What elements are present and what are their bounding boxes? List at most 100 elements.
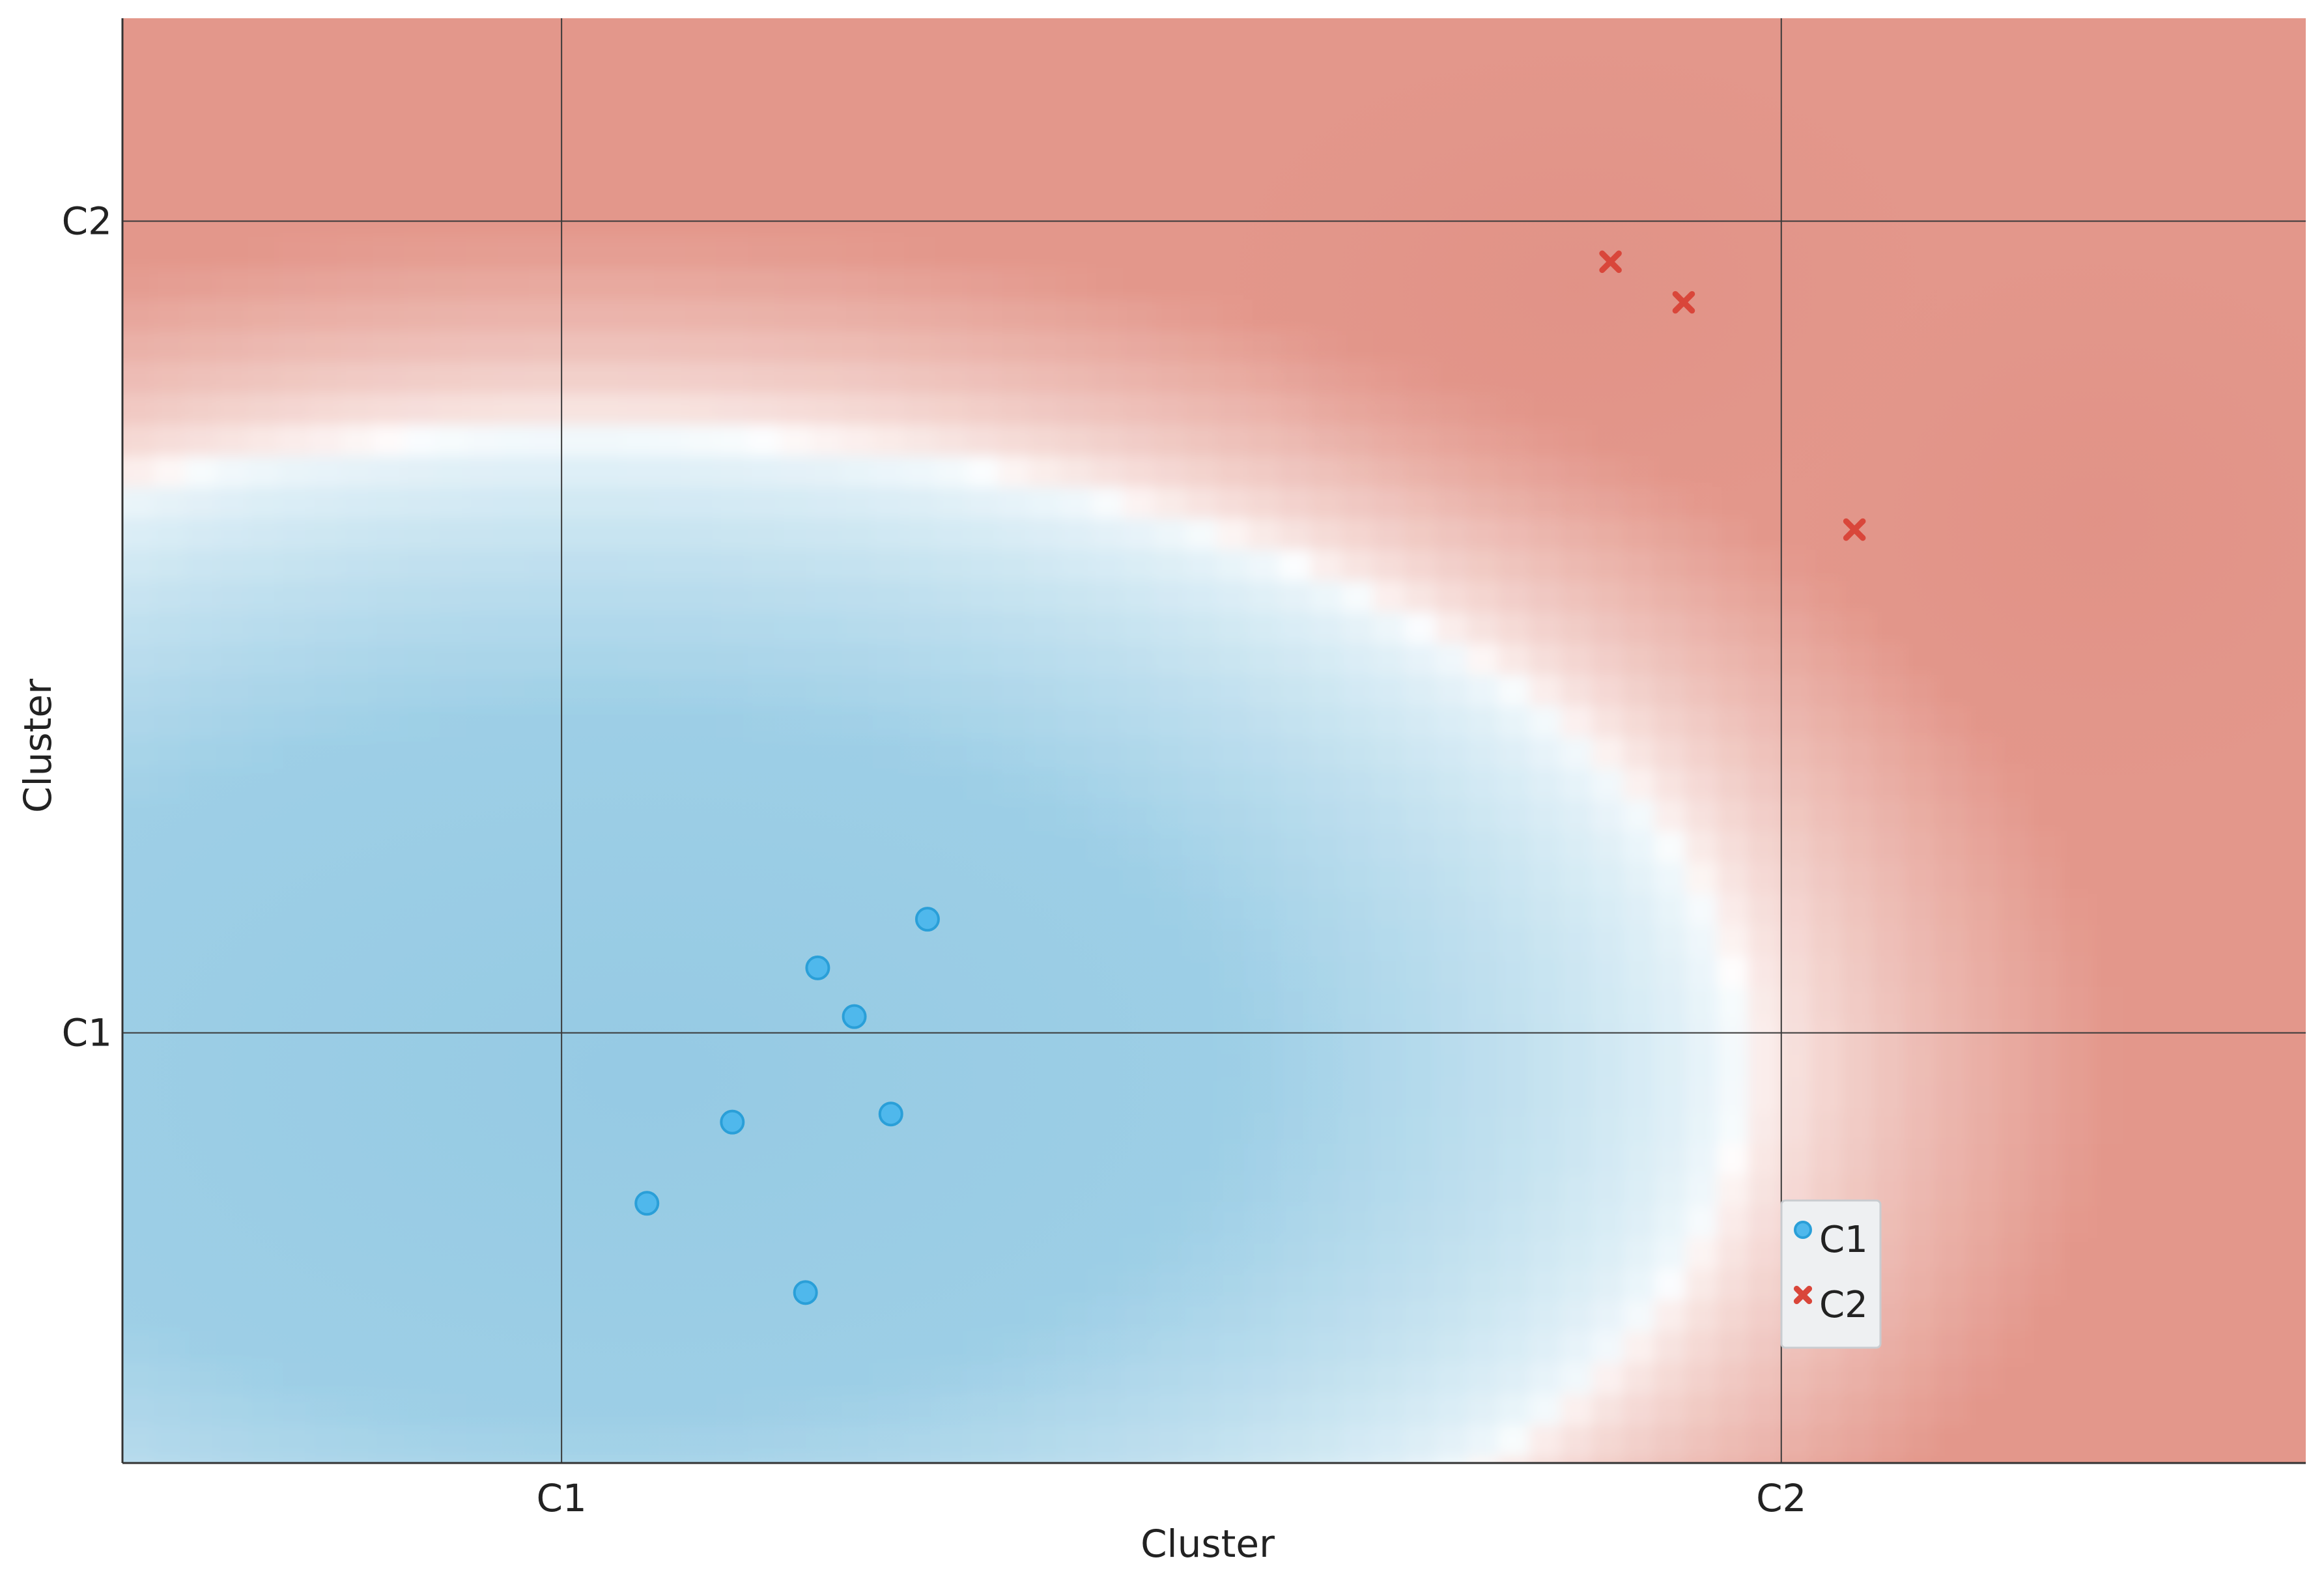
heatmap-cell: [1279, 644, 1311, 675]
heatmap-cell: [1686, 1144, 1718, 1176]
heatmap-cell: [779, 612, 811, 644]
heatmap-cell: [2155, 18, 2187, 19]
heatmap-cell: [1905, 1488, 1936, 1520]
heatmap-cell: [1185, 1363, 1217, 1395]
heatmap-cell: [279, 175, 311, 206]
heatmap-cell: [122, 1425, 123, 1457]
heatmap-cell: [1092, 487, 1124, 519]
heatmap-cell: [2248, 894, 2280, 926]
heatmap-cell: [1842, 1394, 1874, 1426]
heatmap-cell: [498, 331, 530, 363]
heatmap-cell: [1811, 1144, 1843, 1176]
heatmap-cell: [435, 143, 467, 175]
heatmap-cell: [2248, 1425, 2280, 1457]
heatmap-cell: [685, 331, 717, 363]
heatmap-cell: [685, 18, 717, 19]
heatmap-cell: [248, 331, 279, 363]
heatmap-cell: [935, 550, 967, 582]
heatmap-cell: [1717, 18, 1749, 19]
heatmap-cell: [1842, 1456, 1874, 1463]
heatmap-cell: [2248, 1394, 2280, 1426]
heatmap-cell: [466, 81, 498, 113]
heatmap-cell: [2311, 81, 2324, 113]
heatmap-cell: [529, 425, 561, 457]
heatmap-cell: [1467, 581, 1499, 613]
heatmap-cell: [2186, 1300, 2218, 1332]
c2-glow-right: [1785, 248, 2306, 795]
heatmap-cell: [248, 143, 279, 175]
heatmap-cell: [935, 581, 967, 613]
heatmap-cell: [1592, 706, 1624, 738]
heatmap-cell: [248, 268, 279, 300]
heatmap-cell: [1248, 1425, 1280, 1457]
heatmap-cell: [2186, 143, 2218, 175]
y-tick-label: C2: [62, 199, 112, 244]
heatmap-cell: [1123, 1425, 1155, 1457]
heatmap-cell: [216, 268, 248, 300]
heatmap-cell: [1654, 644, 1686, 675]
heatmap-cell: [1529, 706, 1561, 738]
heatmap-cell: [1623, 612, 1655, 644]
heatmap-cell: [1623, 894, 1655, 926]
heatmap-cell: [1561, 1144, 1593, 1176]
heatmap-cell: [1936, 987, 1968, 1019]
heatmap-cell: [842, 81, 873, 113]
heatmap-cell: [1905, 143, 1936, 175]
heatmap-cell: [748, 393, 780, 425]
heatmap-cell: [2311, 862, 2324, 894]
heatmap-cell: [373, 331, 404, 363]
heatmap-cell: [1311, 18, 1342, 50]
heatmap-cell: [1529, 894, 1561, 926]
heatmap-cell: [591, 112, 623, 144]
heatmap-cell: [248, 456, 279, 488]
heatmap-cell: [1498, 894, 1530, 926]
heatmap-cell: [560, 393, 592, 425]
heatmap-cell: [1342, 1363, 1374, 1395]
heatmap-cell: [1873, 18, 1905, 50]
heatmap-cell: [2092, 925, 2124, 957]
heatmap-cell: [341, 644, 373, 675]
heatmap-cell: [1248, 425, 1280, 457]
heatmap-cell: [1561, 800, 1593, 832]
heatmap-cell: [1967, 1113, 1999, 1144]
heatmap-cell: [1936, 894, 1968, 926]
heatmap-cell: [2092, 18, 2124, 50]
heatmap-cell: [2061, 1019, 2093, 1051]
heatmap-cell: [1185, 175, 1217, 206]
heatmap-cell: [1686, 1206, 1718, 1238]
heatmap-cell: [1748, 1394, 1780, 1426]
heatmap-cell: [1529, 1144, 1561, 1176]
heatmap-cell: [1654, 1269, 1686, 1301]
heatmap-cell: [2061, 800, 2093, 832]
heatmap-cell: [1748, 1113, 1780, 1144]
heatmap-cell: [2155, 800, 2187, 832]
heatmap-cell: [122, 487, 123, 519]
heatmap-cell: [2186, 987, 2218, 1019]
heatmap-cell: [2061, 18, 2093, 50]
heatmap-cell: [1404, 1331, 1436, 1363]
heatmap-cell: [1248, 1488, 1280, 1520]
heatmap-cell: [2248, 987, 2280, 1019]
heatmap-cell: [1654, 1488, 1686, 1520]
heatmap-cell: [1654, 1081, 1686, 1113]
heatmap-cell: [2217, 18, 2249, 50]
heatmap-cell: [1686, 1488, 1718, 1520]
heatmap-cell: [341, 300, 373, 332]
heatmap-cell: [1467, 1050, 1499, 1082]
heatmap-cell: [1342, 550, 1374, 582]
heatmap-cell: [591, 50, 623, 81]
heatmap-cell: [1654, 18, 1686, 50]
heatmap-cell: [122, 644, 123, 675]
heatmap-cell: [1092, 1394, 1124, 1426]
heatmap-cell: [1404, 769, 1436, 801]
heatmap-cell: [623, 300, 655, 332]
heatmap-cell: [1248, 581, 1280, 613]
heatmap-cell: [2123, 862, 2155, 894]
heatmap-cell: [1873, 1456, 1905, 1463]
heatmap-cell: [1060, 143, 1092, 175]
heatmap-cell: [935, 331, 967, 363]
heatmap-cell: [935, 81, 967, 113]
heatmap-cell: [1217, 487, 1249, 519]
heatmap-cell: [842, 393, 873, 425]
heatmap-cell: [2248, 1238, 2280, 1270]
